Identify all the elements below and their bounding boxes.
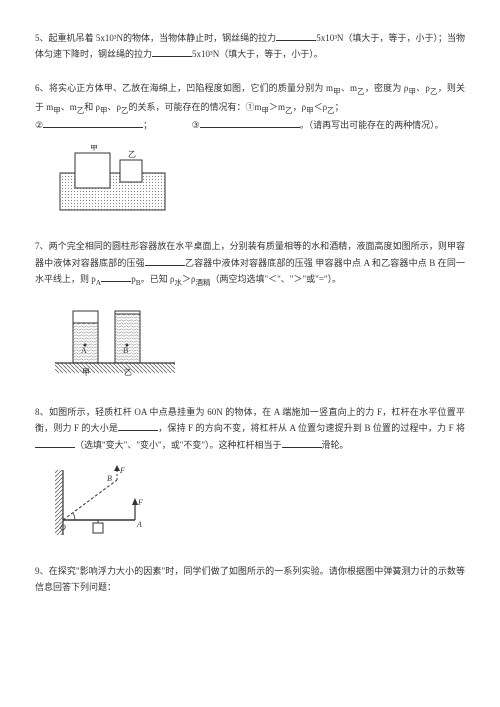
- q8-number: 8、: [35, 407, 49, 417]
- q6-t4: 、ρ: [416, 83, 430, 93]
- q7-s4: 酒精: [195, 278, 210, 287]
- q9-number: 9、: [35, 566, 49, 576]
- q8-label-f2: F: [119, 466, 125, 475]
- q8-blank3: [282, 437, 322, 448]
- q6-t7: 和 ρ: [84, 102, 100, 112]
- q8-t3: （选填"变大"、"变小"，或"不变"）。这种杠杆相当于: [75, 440, 282, 450]
- q8-t4: 滑轮。: [322, 440, 349, 450]
- question-6: 6、将实心正方体甲、乙放在海绵上，凹陷程度如图，它们的质量分别为 m甲、m乙，密…: [35, 80, 465, 220]
- q7-t5: ＞ρ: [182, 274, 196, 284]
- q7-svg: A B 甲 乙: [55, 301, 175, 381]
- q6-t12: ＜ρ: [314, 102, 328, 112]
- q8-text: 8、如图所示，轻质杠杆 OA 中点悬挂重为 60N 的物体，在 A 端施加一竖直…: [35, 404, 465, 453]
- question-7: 7、两个完全相同的圆柱形容器放在水平桌面上，分别装有质量相等的水和酒精，液面高度…: [35, 238, 465, 386]
- q7-t4: 。已知 ρ: [141, 274, 175, 284]
- q6-t17: 。（请再写出可能存在的两种情况）。: [300, 120, 444, 130]
- q8-label-a: A: [136, 520, 142, 529]
- q6-s8: 乙: [121, 105, 129, 114]
- q6-blank2: [200, 117, 300, 128]
- q8-label-f1: F: [137, 498, 143, 507]
- q7-label-b: B: [123, 346, 128, 355]
- q7-blank1: [145, 255, 185, 266]
- q7-number: 7、: [35, 241, 49, 251]
- question-8: 8、如图所示，轻质杠杆 OA 中点悬挂重为 60N 的物体，在 A 端施加一竖直…: [35, 404, 465, 545]
- q9-text: 9、在探究"影响浮力大小的因素"时，同学们做了如图所示的一系列实验。请你根据图中…: [35, 563, 465, 595]
- q6-t13: ；: [335, 102, 344, 112]
- q6-t6: 、m: [61, 102, 77, 112]
- q6-s9: 甲: [262, 105, 270, 114]
- q8-figure: O A B F F: [55, 465, 465, 545]
- q6-t2: 、m: [341, 83, 357, 93]
- q6-s4: 乙: [430, 87, 438, 96]
- q7-text: 7、两个完全相同的圆柱形容器放在水平桌面上，分别装有质量相等的水和酒精，液面高度…: [35, 238, 465, 289]
- q5-t3: 5x10³N（填大于，等于，小于）。: [192, 49, 323, 59]
- q7-label-yi: 乙: [124, 368, 132, 377]
- q7-label-jia: 甲: [82, 368, 90, 377]
- q6-t8: 、ρ: [108, 102, 122, 112]
- q8-t2: ，保持 F 的方向不变，将杠杆从 A 位置匀速提升到 B 位置的过程中，力 F …: [158, 423, 465, 433]
- q6-t10: ＞m: [269, 102, 285, 112]
- q5-blank2: [152, 46, 192, 57]
- q6-figure: 甲 乙: [55, 145, 465, 220]
- q6-t3: ，密度为 ρ: [365, 83, 409, 93]
- q6-t9: 的关系，可能存在的情况有：①m: [129, 102, 262, 112]
- q6-s10: 乙: [285, 105, 293, 114]
- q7-figure: A B 甲 乙: [55, 301, 465, 386]
- q6-label-jia: 甲: [90, 145, 98, 152]
- q6-blank1: [43, 117, 143, 128]
- q6-s5: 甲: [53, 105, 61, 114]
- q8-label-o: O: [60, 523, 66, 532]
- q9-t1: 在探究"影响浮力大小的因素"时，同学们做了如图所示的一系列实验。请你根据图中弹簧…: [35, 566, 465, 592]
- q5-number: 5、: [35, 33, 49, 43]
- q5-blank1: [276, 30, 316, 41]
- q8-blank1: [118, 420, 158, 431]
- q6-t14: ②: [35, 120, 43, 130]
- question-5: 5、起重机吊着 5x10³N的物体，当物体静止时，钢丝绳的拉力 5x10³N（填大…: [35, 30, 465, 62]
- q6-number: 6、: [35, 83, 49, 93]
- q6-s1: 甲: [333, 87, 341, 96]
- q5-t1: 起重机吊着 5x10³N的物体，当物体静止时，钢丝绳的拉力: [49, 33, 277, 43]
- q6-t16: ③: [192, 120, 200, 130]
- q6-s7: 甲: [100, 105, 108, 114]
- q8-svg: O A B F F: [55, 465, 165, 540]
- q6-t1: 将实心正方体甲、乙放在海绵上，凹陷程度如图，它们的质量分别为 m: [49, 83, 333, 93]
- q6-svg: 甲 乙: [55, 145, 170, 215]
- q6-s11: 甲: [306, 105, 314, 114]
- q6-text: 6、将实心正方体甲、乙放在海绵上，凹陷程度如图，它们的质量分别为 m甲、m乙，密…: [35, 80, 465, 133]
- q7-t6: （两空均选填"＜"、"＞"或"="）。: [210, 274, 341, 284]
- q6-t15: ；: [143, 120, 152, 130]
- q5-text: 5、起重机吊着 5x10³N的物体，当物体静止时，钢丝绳的拉力 5x10³N（填大…: [35, 30, 465, 62]
- q6-s2: 乙: [357, 87, 365, 96]
- question-9: 9、在探究"影响浮力大小的因素"时，同学们做了如图所示的一系列实验。请你根据图中…: [35, 563, 465, 595]
- q6-label-yi: 乙: [128, 150, 136, 159]
- q8-blank2: [35, 437, 75, 448]
- q7-blank2: [101, 271, 131, 282]
- q6-t11: ，ρ: [293, 102, 307, 112]
- q7-s3: 水: [174, 278, 182, 287]
- q6-s12: 乙: [327, 105, 335, 114]
- q7-label-a: A: [81, 346, 87, 355]
- q8-label-b: B: [107, 474, 112, 483]
